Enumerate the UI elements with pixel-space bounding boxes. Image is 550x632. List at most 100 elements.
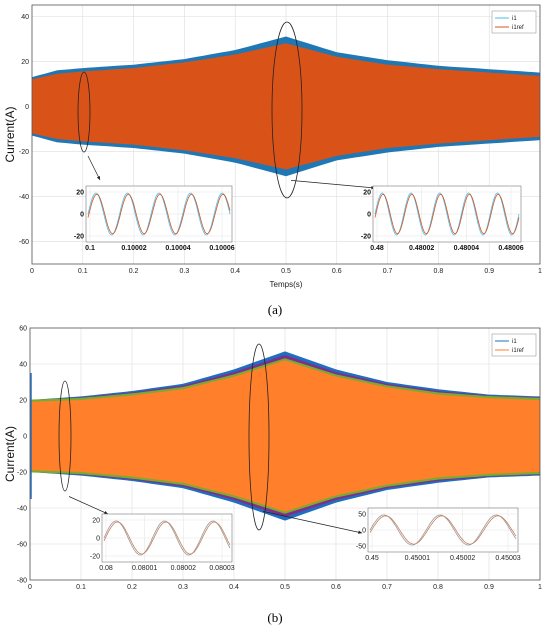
x-tick-label: 0.1 bbox=[76, 584, 86, 591]
inset-plot: 0.08 0.08001 0.08002 0.08003 20 0 -20 bbox=[90, 513, 235, 572]
x-tick-label: 1 bbox=[538, 268, 542, 275]
panel-a: 0 0.1 0.2 0.3 0.4 0.5 0.6 0.7 0.8 0.9 1 40 20 0 -20 -40… bbox=[3, 4, 542, 317]
inset-x-tick-label: 0.08002 bbox=[171, 565, 196, 572]
inset-x-tick-label: 0.08 bbox=[99, 565, 113, 572]
zoom-arrow bbox=[87, 155, 101, 181]
inset-y-tick-label: -20 bbox=[74, 234, 84, 241]
zoom-arrow bbox=[262, 511, 363, 534]
inset-y-tick-label: 0 bbox=[367, 212, 371, 219]
x-tick-label: 0.3 bbox=[178, 584, 188, 591]
x-tick-label: 0.8 bbox=[434, 268, 444, 275]
inset-series-i1 bbox=[87, 192, 231, 236]
series-i1ref-envelope bbox=[32, 43, 540, 170]
x-tick-label: 0.5 bbox=[281, 268, 291, 275]
inset-y-tick-label: 0 bbox=[362, 528, 366, 535]
x-tick-label: 0.7 bbox=[382, 584, 392, 591]
inset-y-tick-label: -20 bbox=[361, 234, 371, 241]
zoom-arrowhead bbox=[96, 176, 100, 180]
inset-series-i1ref bbox=[103, 521, 231, 555]
x-tick-label: 0 bbox=[28, 584, 32, 591]
panel-caption: (b) bbox=[267, 610, 282, 625]
x-axis-label: Temps(s) bbox=[270, 280, 303, 289]
x-tick-label: 0.8 bbox=[433, 584, 443, 591]
y-tick-label: -60 bbox=[17, 542, 27, 549]
x-tick-label: 0.2 bbox=[127, 584, 137, 591]
y-tick-label: 40 bbox=[19, 362, 27, 369]
y-tick-label: 0 bbox=[23, 434, 27, 441]
y-tick-label: -20 bbox=[19, 149, 29, 156]
inset-y-tick-label: 20 bbox=[76, 190, 84, 197]
legend-label: i1ref bbox=[512, 348, 524, 354]
legend-label: i1 bbox=[512, 339, 517, 345]
inset-y-tick-label: 0 bbox=[80, 212, 84, 219]
y-tick-label: 60 bbox=[19, 326, 27, 333]
x-tick-label: 0.7 bbox=[383, 268, 393, 275]
inset-x-tick-label: 0.45 bbox=[365, 555, 379, 562]
zoom-arrowhead bbox=[104, 510, 108, 515]
x-tick-label: 0.6 bbox=[331, 584, 341, 591]
y-tick-label: -60 bbox=[19, 239, 29, 246]
inset-x-tick-label: 0.45001 bbox=[405, 555, 430, 562]
y-tick-label: -40 bbox=[17, 506, 27, 513]
inset-series-i1ref bbox=[87, 193, 231, 235]
inset-plot: 0.1 0.10002 0.10004 0.10006 20 0 -20 bbox=[74, 185, 235, 252]
legend-label: i1ref bbox=[512, 25, 524, 31]
zoom-ellipse bbox=[77, 71, 91, 153]
inset-plot: 0.48 0.48002 0.48004 0.48006 20 0 -20 bbox=[361, 185, 524, 252]
inset-x-tick-label: 0.45003 bbox=[495, 555, 520, 562]
x-tick-label: 0.4 bbox=[229, 584, 239, 591]
inset-x-tick-label: 0.10002 bbox=[121, 245, 146, 252]
axes-frame bbox=[31, 4, 541, 265]
inset-y-tick-label: -20 bbox=[90, 554, 100, 561]
inset-x-tick-label: 0.48004 bbox=[454, 245, 479, 252]
y-tick-label: 20 bbox=[19, 398, 27, 405]
inset-plot: 0.45 0.45001 0.45002 0.45003 50 0 -50 bbox=[356, 507, 521, 562]
series-i1ref-envelope bbox=[30, 360, 540, 512]
y-axis-label: Current(A) bbox=[3, 106, 17, 162]
zoom-arrowhead bbox=[358, 530, 362, 534]
zoom-arrow bbox=[290, 180, 376, 189]
y-tick-label: -20 bbox=[17, 470, 27, 477]
y-tick-label: 0 bbox=[25, 104, 29, 111]
panel-caption: (a) bbox=[268, 302, 282, 317]
zoom-ellipse bbox=[271, 21, 303, 199]
inset-y-tick-label: 20 bbox=[92, 518, 100, 525]
inset-x-tick-label: 0.10004 bbox=[165, 245, 190, 252]
x-tick-label: 0.2 bbox=[129, 268, 139, 275]
y-tick-label: 20 bbox=[21, 59, 29, 66]
x-tick-label: 0.1 bbox=[78, 268, 88, 275]
inset-x-tick-label: 0.1 bbox=[85, 245, 95, 252]
x-tick-label: 0.3 bbox=[180, 268, 190, 275]
inset-x-tick-label: 0.48002 bbox=[409, 245, 434, 252]
inset-x-tick-label: 0.45002 bbox=[450, 555, 475, 562]
inset-y-tick-label: 50 bbox=[358, 512, 366, 519]
y-tick-label: 40 bbox=[21, 14, 29, 21]
x-tick-label: 0.6 bbox=[332, 268, 342, 275]
zoom-ellipse bbox=[248, 343, 270, 531]
zoom-arrow bbox=[68, 496, 109, 515]
x-tick-label: 0 bbox=[30, 268, 34, 275]
inset-x-tick-label: 0.48 bbox=[370, 245, 384, 252]
inset-series-i1ref bbox=[374, 193, 520, 235]
x-tick-label: 0.9 bbox=[484, 268, 494, 275]
x-tick-label: 0.9 bbox=[484, 584, 494, 591]
zoom-ellipse bbox=[58, 380, 72, 492]
inset-x-tick-label: 0.08003 bbox=[209, 565, 234, 572]
inset-x-tick-label: 0.48006 bbox=[498, 245, 523, 252]
inset-series-i1ref bbox=[369, 515, 517, 545]
x-tick-label: 0.4 bbox=[230, 268, 240, 275]
legend-label: i1 bbox=[512, 16, 517, 22]
inset-y-tick-label: 20 bbox=[363, 190, 371, 197]
inset-x-tick-label: 0.10006 bbox=[209, 245, 234, 252]
y-tick-label: -80 bbox=[17, 578, 27, 585]
x-tick-label: 1 bbox=[538, 584, 542, 591]
y-tick-label: -40 bbox=[19, 194, 29, 201]
y-axis-label: Current(A) bbox=[3, 426, 17, 482]
inset-y-tick-label: 0 bbox=[96, 536, 100, 543]
axes-frame bbox=[29, 327, 541, 581]
panel-b: 0 0.1 0.2 0.3 0.4 0.5 0.6 0.7 0.8 0.9 1 60 40 20 0 -20 -… bbox=[3, 326, 542, 626]
x-tick-label: 0.5 bbox=[280, 584, 290, 591]
inset-y-tick-label: -50 bbox=[356, 544, 366, 551]
inset-x-tick-label: 0.08001 bbox=[132, 565, 157, 572]
